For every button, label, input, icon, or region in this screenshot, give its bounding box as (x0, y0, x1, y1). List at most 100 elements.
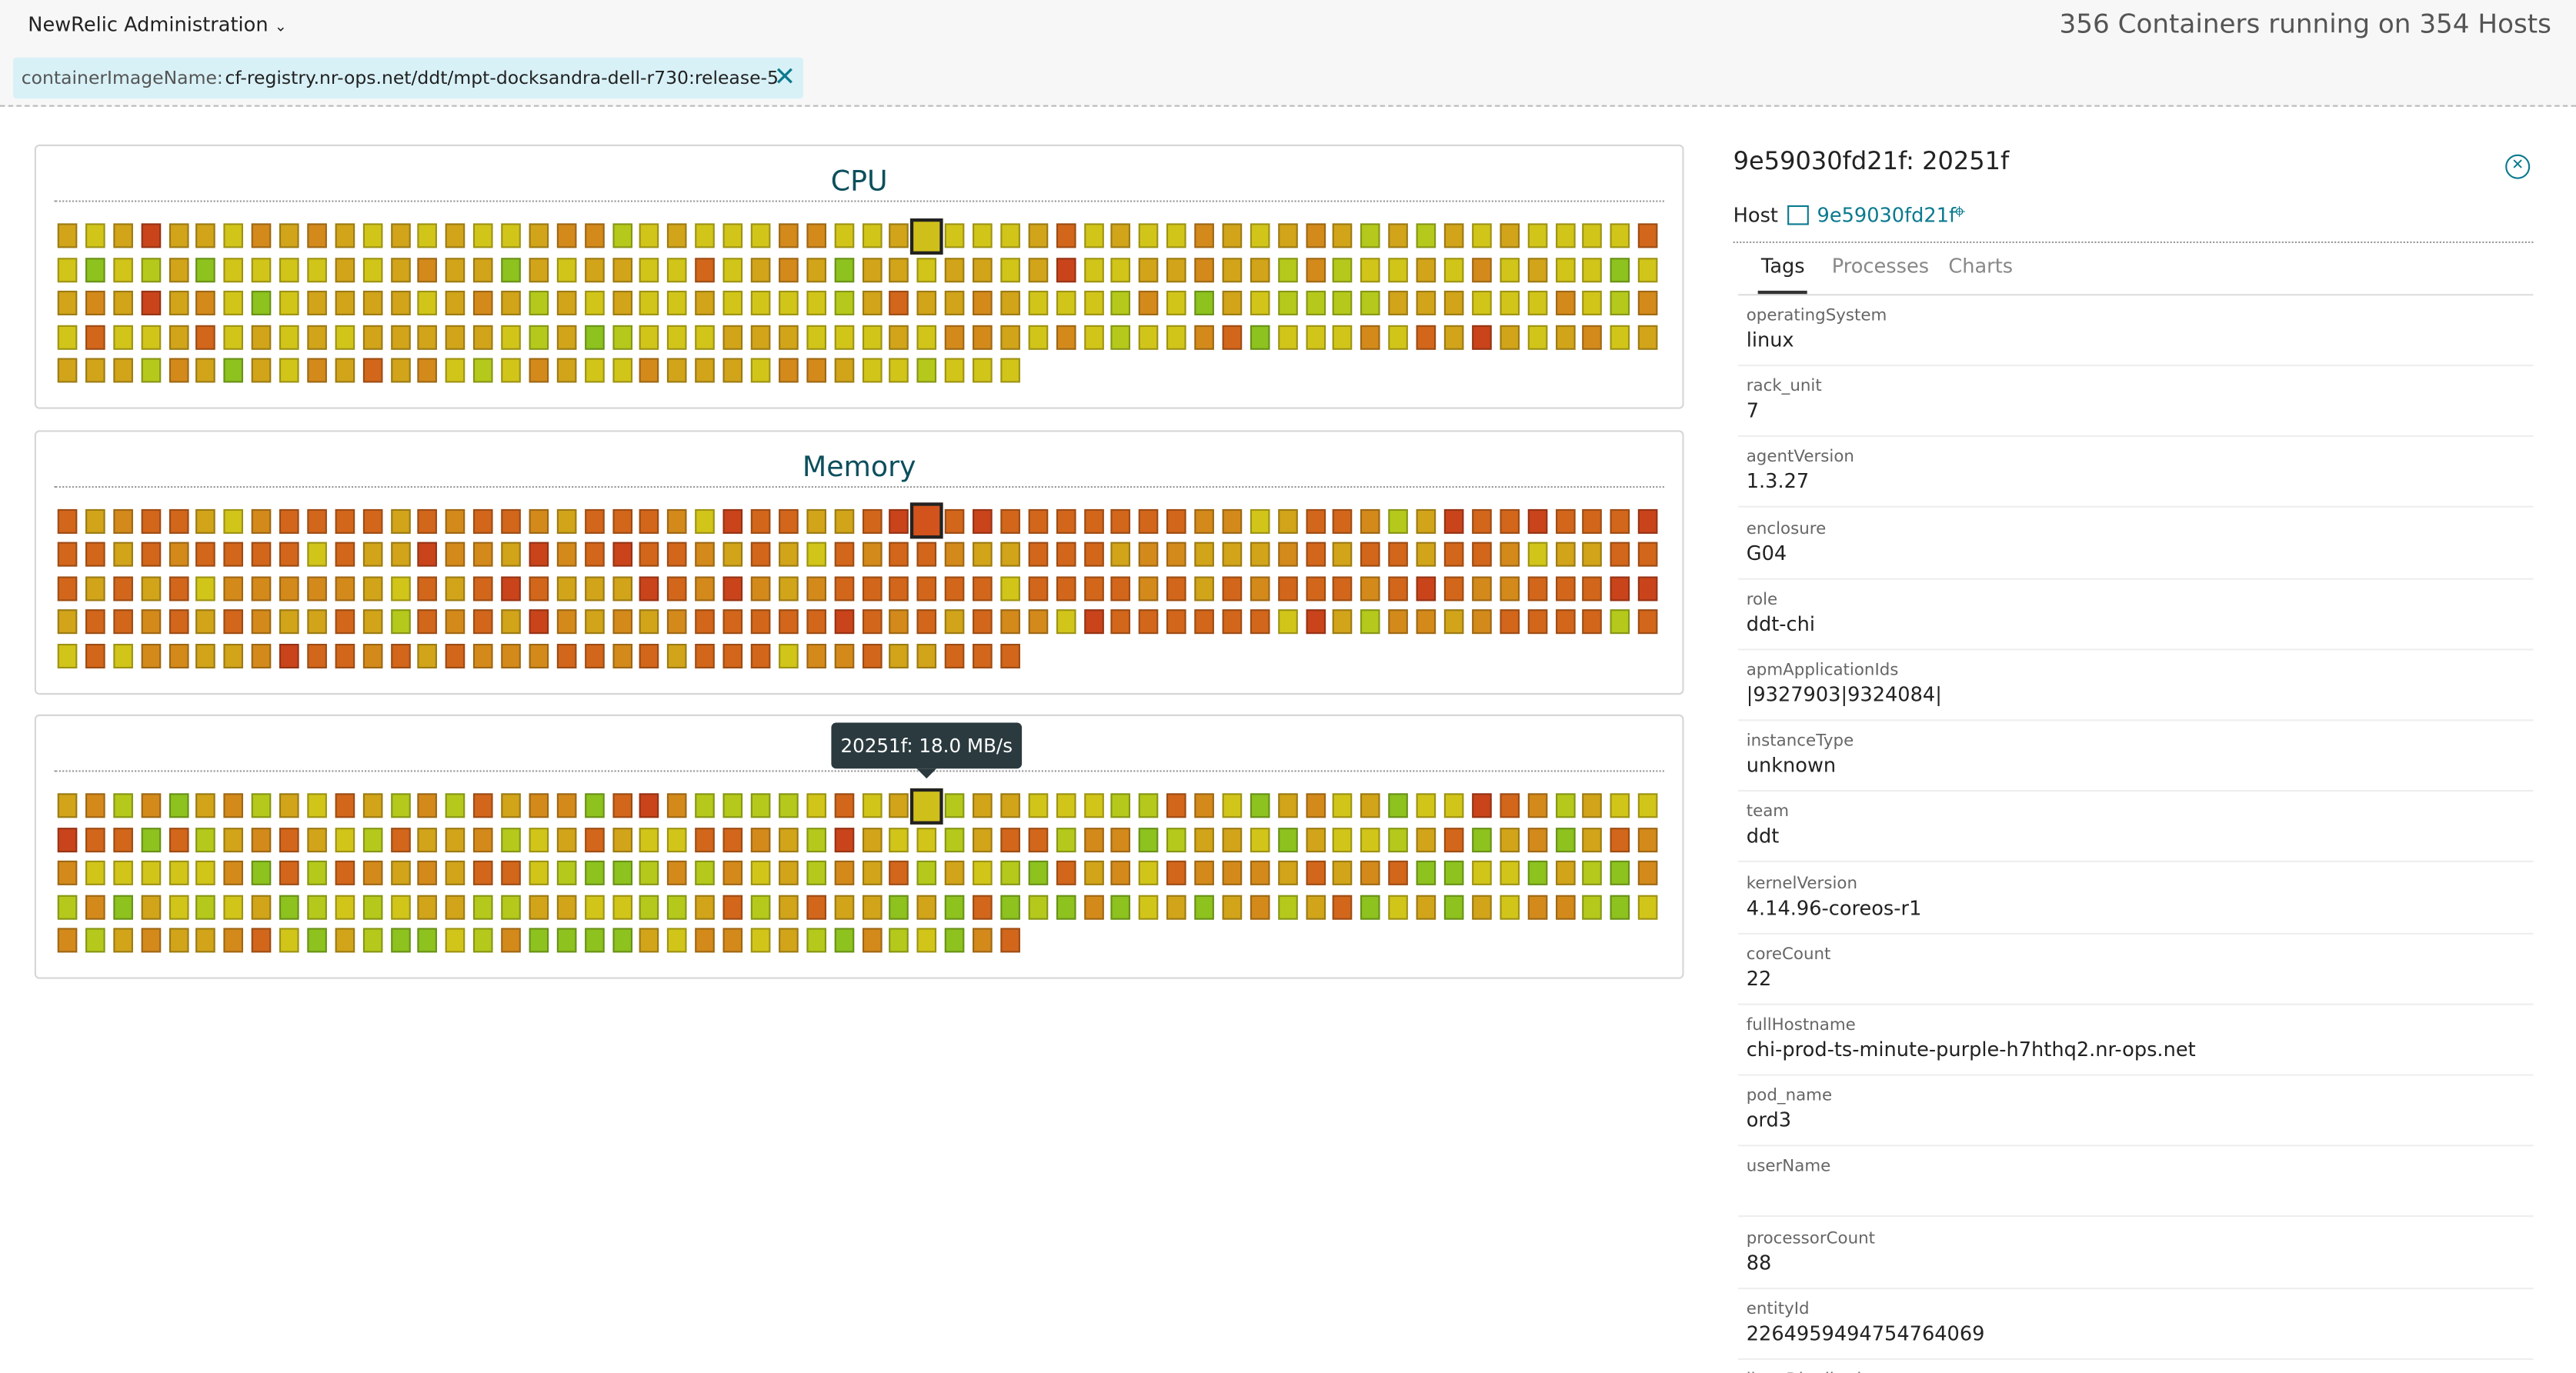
heatmap-cell[interactable] (1638, 827, 1658, 852)
heatmap-cell[interactable] (1056, 609, 1076, 635)
heatmap-cell[interactable] (1305, 257, 1326, 282)
heatmap-cell[interactable] (362, 895, 382, 920)
heatmap-cell[interactable] (778, 223, 799, 248)
heatmap-cell[interactable] (973, 508, 993, 533)
heatmap-cell[interactable] (390, 793, 410, 818)
heatmap-cell[interactable] (1610, 861, 1630, 886)
heatmap-cell[interactable] (85, 325, 105, 350)
heatmap-cell[interactable] (973, 223, 993, 248)
heatmap-cell[interactable] (501, 358, 522, 384)
heatmap-cell[interactable] (1527, 291, 1547, 316)
heatmap-cell[interactable] (861, 257, 882, 282)
heatmap-cell[interactable] (279, 257, 299, 282)
heatmap-cell[interactable] (910, 502, 944, 539)
heatmap-cell[interactable] (1139, 827, 1159, 852)
heatmap-cell[interactable] (806, 609, 826, 635)
heatmap-cell[interactable] (1360, 223, 1381, 248)
heatmap-cell[interactable] (833, 793, 854, 818)
heatmap-cell[interactable] (279, 358, 299, 384)
heatmap-cell[interactable] (861, 223, 882, 248)
heatmap-cell[interactable] (667, 257, 688, 282)
heatmap-cell[interactable] (778, 609, 799, 635)
heatmap-cell[interactable] (1527, 827, 1547, 852)
heatmap-cell[interactable] (1083, 257, 1103, 282)
heatmap-cell[interactable] (806, 793, 826, 818)
heatmap-cell[interactable] (335, 575, 355, 601)
heatmap-cell[interactable] (889, 325, 909, 350)
heatmap-cell[interactable] (1277, 223, 1298, 248)
heatmap-cell[interactable] (307, 609, 327, 635)
heatmap-cell[interactable] (1250, 861, 1270, 886)
heatmap-cell[interactable] (1638, 793, 1658, 818)
heatmap-cell[interactable] (945, 928, 965, 954)
heatmap-cell[interactable] (556, 257, 577, 282)
heatmap-cell[interactable] (695, 508, 716, 533)
heatmap-cell[interactable] (1555, 325, 1575, 350)
heatmap-cell[interactable] (639, 928, 660, 954)
heatmap-cell[interactable] (1111, 542, 1131, 567)
heatmap-cell[interactable] (1000, 358, 1020, 384)
heatmap-cell[interactable] (973, 861, 993, 886)
heatmap-cell[interactable] (861, 291, 882, 316)
heatmap-cell[interactable] (1416, 257, 1436, 282)
heatmap-cell[interactable] (945, 575, 965, 601)
heatmap-cell[interactable] (833, 291, 854, 316)
heatmap-cell[interactable] (1166, 257, 1187, 282)
heatmap-cell[interactable] (445, 223, 465, 248)
heatmap-cell[interactable] (584, 291, 605, 316)
heatmap-cell[interactable] (1471, 861, 1492, 886)
heatmap-cell[interactable] (362, 643, 382, 668)
heatmap-cell[interactable] (584, 325, 605, 350)
heatmap-cell[interactable] (778, 257, 799, 282)
heatmap-cell[interactable] (168, 325, 189, 350)
heatmap-cell[interactable] (445, 827, 465, 852)
heatmap-cell[interactable] (1416, 793, 1436, 818)
heatmap-cell[interactable] (362, 291, 382, 316)
heatmap-cell[interactable] (1250, 257, 1270, 282)
heatmap-cell[interactable] (223, 609, 244, 635)
heatmap-cell[interactable] (973, 257, 993, 282)
heatmap-cell[interactable] (584, 895, 605, 920)
heatmap-cell[interactable] (945, 643, 965, 668)
heatmap-cell[interactable] (195, 257, 216, 282)
heatmap-cell[interactable] (112, 575, 133, 601)
heatmap-cell[interactable] (473, 793, 493, 818)
heatmap-cell[interactable] (529, 928, 549, 954)
heatmap-cell[interactable] (639, 827, 660, 852)
heatmap-cell[interactable] (307, 223, 327, 248)
heatmap-cell[interactable] (639, 508, 660, 533)
heatmap-cell[interactable] (1527, 257, 1547, 282)
heatmap-cell[interactable] (223, 793, 244, 818)
heatmap-cell[interactable] (279, 609, 299, 635)
heatmap-cell[interactable] (1555, 575, 1575, 601)
heatmap-cell[interactable] (1499, 609, 1520, 635)
heatmap-cell[interactable] (473, 827, 493, 852)
heatmap-cell[interactable] (584, 358, 605, 384)
heatmap-cell[interactable] (778, 508, 799, 533)
heatmap-cell[interactable] (112, 325, 133, 350)
heatmap-cell[interactable] (168, 928, 189, 954)
heatmap-cell[interactable] (1360, 508, 1381, 533)
heatmap-cell[interactable] (917, 827, 937, 852)
heatmap-cell[interactable] (140, 542, 161, 567)
heatmap-cell[interactable] (750, 895, 771, 920)
heatmap-cell[interactable] (195, 223, 216, 248)
heatmap-cell[interactable] (445, 895, 465, 920)
heatmap-cell[interactable] (833, 575, 854, 601)
heatmap-cell[interactable] (1083, 291, 1103, 316)
heatmap-cell[interactable] (584, 508, 605, 533)
heatmap-cell[interactable] (473, 861, 493, 886)
heatmap-cell[interactable] (445, 643, 465, 668)
heatmap-cell[interactable] (695, 325, 716, 350)
heatmap-cell[interactable] (1388, 827, 1409, 852)
heatmap-cell[interactable] (1360, 793, 1381, 818)
heatmap-cell[interactable] (112, 257, 133, 282)
heatmap-cell[interactable] (390, 895, 410, 920)
heatmap-cell[interactable] (945, 325, 965, 350)
heatmap-cell[interactable] (1222, 827, 1243, 852)
heatmap-cell[interactable] (529, 575, 549, 601)
heatmap-cell[interactable] (1610, 223, 1630, 248)
heatmap-cell[interactable] (85, 257, 105, 282)
heatmap-cell[interactable] (168, 643, 189, 668)
heatmap-cell[interactable] (1000, 609, 1020, 635)
